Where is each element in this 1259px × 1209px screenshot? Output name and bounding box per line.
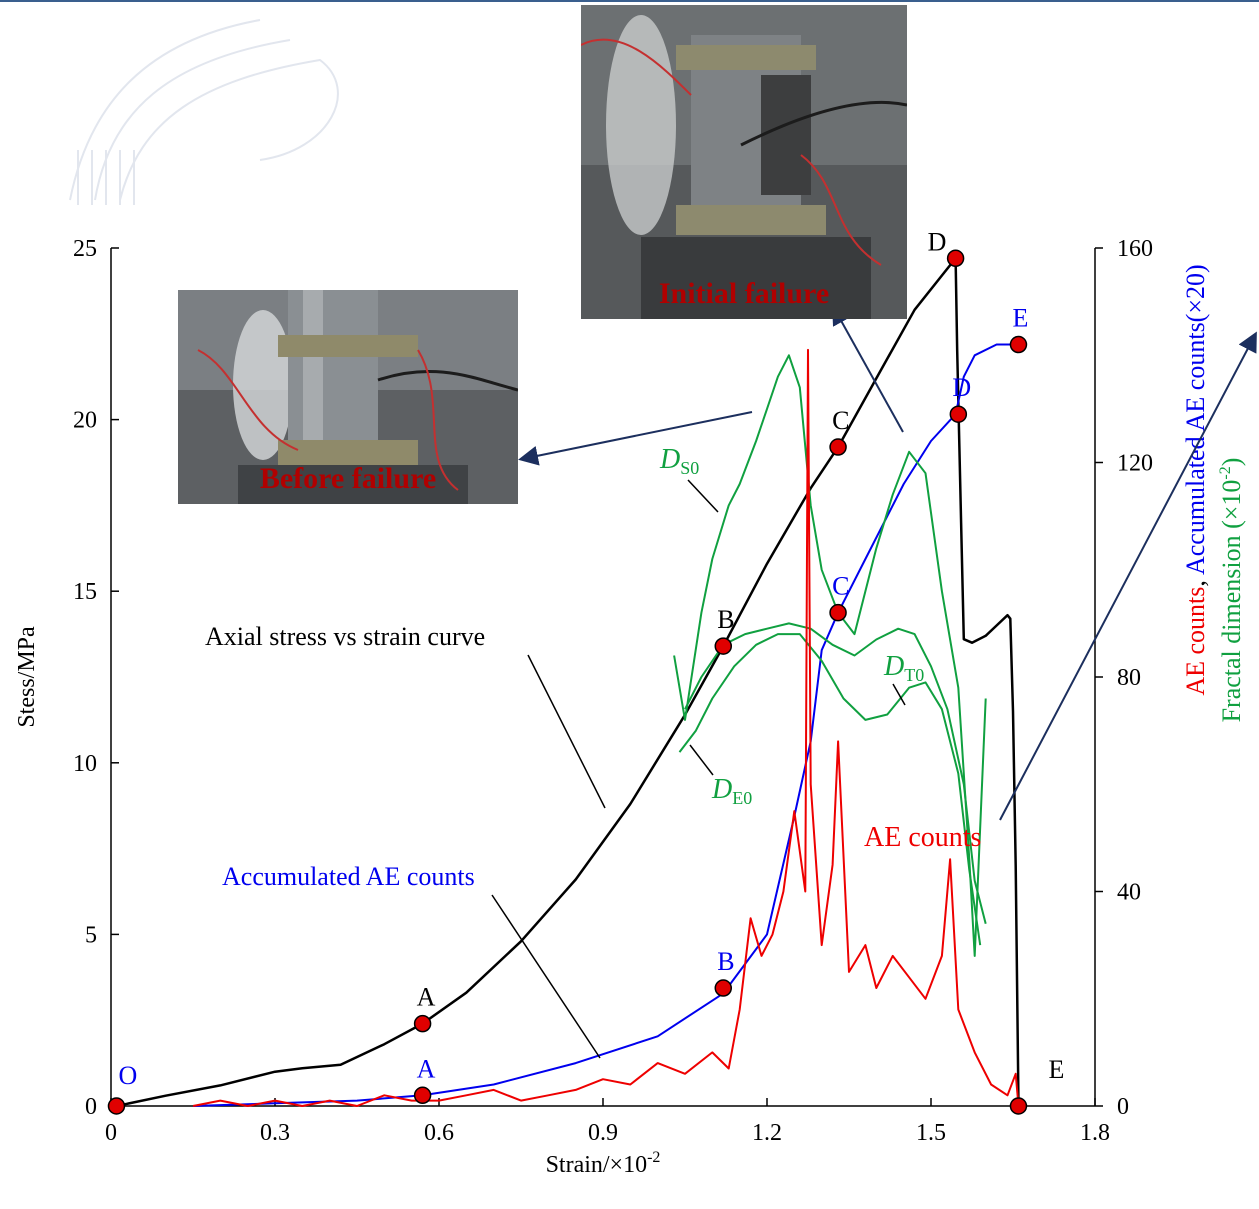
annotation-dt0: DT0 [883, 651, 924, 685]
arrow-to-before-photo [518, 411, 753, 466]
point-label-e: E [1012, 304, 1028, 333]
annotation-de0-sub: E0 [732, 788, 752, 808]
point-label-a: A [417, 1054, 436, 1083]
background-decoration [69, 19, 339, 205]
y-tick-label: 20 [73, 408, 97, 434]
axes: 0 0.3 0.6 0.9 1.2 1.5 1.8 0 5 10 15 20 25 0 40 80 120 160… [14, 236, 1246, 1178]
series-line-ae-counts [192, 348, 1020, 1107]
points-layer: O A B C D E A B C D E [107, 227, 1064, 1115]
annotation-ds0-main: D [659, 444, 680, 475]
annotation-de0: DE0 [711, 774, 752, 808]
x-axis-label-main: Strain/×10 [546, 1152, 648, 1178]
fractal-label-main: Fractal dimension (×10 [1217, 480, 1246, 723]
series-line-d-s0 [673, 354, 987, 957]
point-label-c: C [832, 572, 849, 601]
leader-dt0 [892, 683, 906, 706]
annotation-dt0-main: D [883, 651, 904, 682]
point-d [949, 405, 968, 423]
x-tick-label: 1.2 [752, 1120, 782, 1146]
leader-stress-curve [527, 654, 606, 809]
point-a [413, 1086, 432, 1105]
photo-before-image [178, 290, 518, 504]
point-e [1009, 335, 1028, 354]
point-label-o: O [118, 1061, 137, 1090]
arrow-off-right [999, 331, 1257, 821]
y2-axis-label-fractal: Fractal dimension (×10-2) [1217, 458, 1246, 723]
y2-tick-label: 0 [1117, 1094, 1129, 1120]
annotation-ae-counts: AE counts [864, 822, 981, 853]
photo-initial-failure: Initial failure [581, 5, 907, 319]
photo-before-failure: Before failure [178, 290, 518, 504]
point-label-d: D [952, 373, 971, 402]
x-tick-label: 0.9 [588, 1120, 618, 1146]
y2-tick-label: 80 [1117, 665, 1141, 691]
x-tick-label: 1.8 [1080, 1120, 1110, 1146]
x-tick-label: 0.3 [260, 1120, 290, 1146]
point-a [413, 1014, 432, 1033]
point-c [829, 438, 847, 456]
photo-before-label: Before failure [259, 462, 437, 495]
fractal-label-sup: -2 [1217, 466, 1234, 479]
y2-tick-label: 40 [1117, 880, 1141, 906]
x-tick-label: 0 [105, 1120, 117, 1146]
point-c [829, 603, 847, 622]
x-axis-label: Strain/×10-2 [546, 1149, 661, 1178]
photo-initial-label: Initial failure [658, 277, 830, 310]
y-axis-label: Stess/MPa [14, 626, 40, 728]
annotation-ds0-sub: S0 [680, 458, 699, 478]
fractal-label-close: ) [1217, 458, 1246, 467]
annotation-de0-main: D [711, 774, 732, 805]
point-label-e: E [1048, 1055, 1064, 1084]
y2-tick-label: 120 [1117, 451, 1153, 477]
point-d [946, 249, 965, 268]
point-label-b: B [717, 605, 734, 634]
y-tick-label: 5 [85, 922, 97, 948]
annotation-layer: Axial stress vs strain curve Accumulated … [205, 304, 1257, 1059]
point-label-c: C [832, 406, 849, 435]
y2-axis-label-part: (×20) [1181, 264, 1210, 322]
leader-de0 [689, 744, 714, 776]
arrow-to-initial-photo [832, 304, 904, 433]
x-tick-label: 0.6 [424, 1120, 454, 1146]
annotation-accumulated: Accumulated AE counts [222, 862, 475, 891]
series-layer [116, 257, 1020, 1108]
series-line-axial-stress-vs-strain-curve [116, 257, 1020, 1108]
annotation-dt0-sub: T0 [904, 665, 924, 685]
y2-axis-label-part: AE counts [1181, 587, 1210, 696]
annotation-ds0: DS0 [659, 444, 699, 478]
point-b [714, 637, 733, 655]
photo-initial-image [581, 5, 907, 319]
y-tick-label: 10 [73, 751, 97, 777]
y-tick-label: 0 [85, 1094, 97, 1120]
x-axis-label-sup: -2 [647, 1149, 660, 1166]
point-label-a: A [417, 983, 436, 1012]
point-e [1009, 1097, 1028, 1115]
y2-tick-label: 160 [1117, 236, 1153, 262]
point-o [107, 1097, 126, 1115]
leader-accumulated [491, 894, 601, 1059]
y2-axis-label-part: , [1181, 575, 1210, 587]
x-tick-label: 1.5 [916, 1120, 946, 1146]
leader-ds0 [687, 479, 719, 513]
annotation-stress-curve: Axial stress vs strain curve [205, 622, 485, 651]
series-line-d-e0 [678, 633, 982, 946]
point-label-d: D [928, 227, 947, 256]
y2-axis-label: AE counts, Accumulated AE counts(×20) [1181, 264, 1210, 695]
point-b [714, 979, 733, 997]
y-tick-label: 15 [73, 579, 97, 605]
series-line-d-t0 [684, 622, 987, 924]
point-label-b: B [717, 947, 734, 976]
y-tick-label: 25 [73, 236, 97, 262]
